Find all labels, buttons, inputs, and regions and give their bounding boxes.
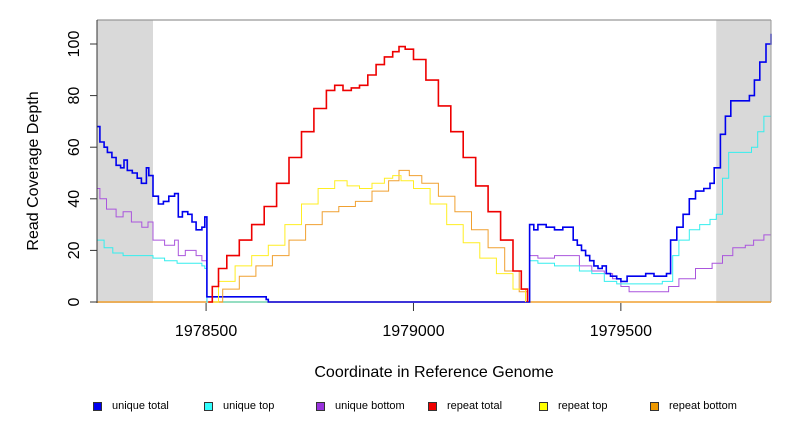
shaded-regions — [97, 20, 771, 303]
legend-label: repeat bottom — [669, 400, 737, 412]
legend-swatch — [539, 401, 548, 411]
y-tick-label: 100 — [66, 31, 83, 58]
coverage-chart: 0 20 40 60 80 100 1978500 1979000 1979500 Coord… — [25, 19, 772, 381]
y-tick-label: 40 — [66, 190, 83, 208]
series-line-repeat-total — [208, 45, 529, 303]
series-line-repeat-top — [208, 175, 526, 303]
y-axis: 0 20 40 60 80 100 — [66, 31, 97, 306]
legend: unique total unique top unique bottom re… — [0, 400, 792, 420]
legend-swatch — [93, 401, 102, 411]
x-axis: 1978500 1979000 1979500 — [175, 303, 652, 340]
legend-item-unique-top: unique top — [204, 400, 274, 412]
y-tick-label: 80 — [66, 87, 83, 105]
x-axis-title: Coordinate in Reference Genome — [314, 364, 553, 381]
legend-label: unique total — [112, 400, 169, 412]
y-tick-label: 0 — [66, 297, 83, 306]
legend-label: repeat total — [447, 400, 503, 412]
series-line-repeat-bottom — [208, 169, 528, 303]
legend-item-repeat-bottom: repeat bottom — [650, 400, 737, 412]
legend-swatch — [316, 401, 325, 411]
legend-label: unique bottom — [335, 400, 405, 412]
legend-swatch — [650, 401, 659, 411]
series-layer — [97, 33, 772, 303]
legend-item-repeat-top: repeat top — [539, 400, 608, 412]
legend-item-repeat-total: repeat total — [428, 400, 502, 412]
legend-swatch — [204, 401, 213, 411]
legend-label: unique top — [223, 400, 275, 412]
legend-item-unique-total: unique total — [93, 400, 169, 412]
legend-swatch — [428, 401, 437, 411]
x-tick-label: 1979000 — [382, 323, 444, 340]
series-line-unique-top — [97, 105, 772, 303]
shaded-region-left-flank — [97, 20, 153, 303]
legend-item-unique-bottom: unique bottom — [316, 400, 405, 412]
series-line-unique-total — [97, 33, 772, 303]
y-tick-label: 20 — [66, 241, 83, 259]
y-tick-label: 60 — [66, 138, 83, 156]
legend-label: repeat top — [558, 400, 608, 412]
x-tick-label: 1978500 — [175, 323, 237, 340]
series-line-unique-bottom — [97, 188, 772, 303]
x-tick-label: 1979500 — [590, 323, 652, 340]
y-axis-title: Read Coverage Depth — [25, 91, 42, 250]
